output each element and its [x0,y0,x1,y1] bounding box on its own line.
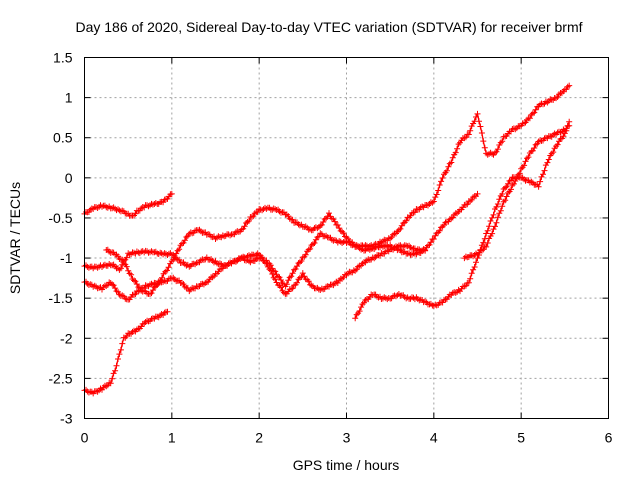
series-markers [352,118,573,322]
chart-title: Day 186 of 2020, Sidereal Day-to-day VTE… [75,19,582,35]
x-tick-label: 0 [81,430,89,446]
y-tick-label: 1 [65,90,73,106]
series-track-f [352,118,573,322]
x-tick-label: 5 [517,430,525,446]
x-tick-label: 3 [343,430,351,446]
x-tick-label: 1 [168,430,176,446]
y-axis-label: SDTVAR / TECUs [7,182,23,294]
y-tick-label: -2 [60,330,73,346]
axis-ticks [84,57,609,419]
y-tick-label: 0.5 [53,130,73,146]
y-tick-label: -1.5 [48,290,72,306]
y-tick-label: -2.5 [48,370,72,386]
x-tick-label: 2 [255,430,263,446]
grid-lines [84,57,609,419]
series-track-a [81,190,175,219]
y-tick-label: 1.5 [53,50,73,66]
x-tick-label: 4 [430,430,438,446]
x-tick-label: 6 [605,430,613,446]
y-tick-label: -3 [60,411,73,427]
y-tick-label: -0.5 [48,210,72,226]
x-axis-label: GPS time / hours [293,457,400,473]
series-markers [461,122,573,262]
series-track-g [461,122,573,262]
y-tick-label: 0 [65,170,73,186]
x-tick-labels: 0 1 2 3 4 5 6 [81,430,613,446]
y-tick-labels: 1.5 1 0.5 0 -0.5 -1 -1.5 -2 -2.5 -3 [48,50,72,427]
y-tick-label: -1 [60,250,73,266]
series-track-e [103,82,573,297]
series-markers [103,82,573,297]
data-series [81,82,573,397]
